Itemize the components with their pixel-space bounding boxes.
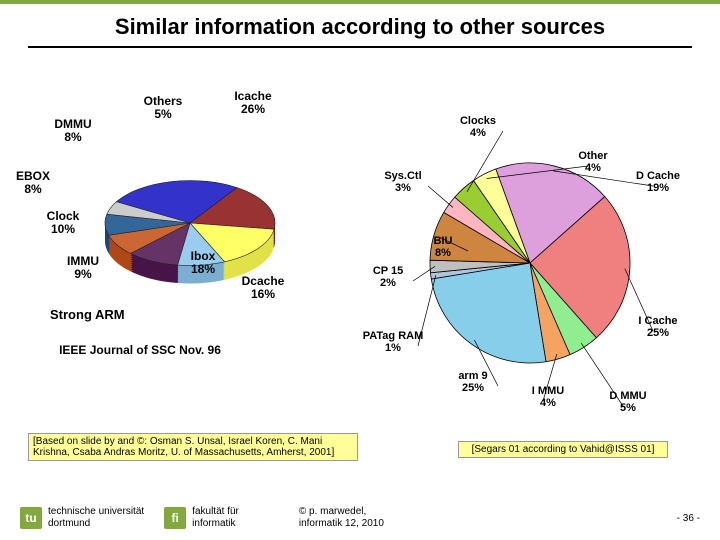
pie-slice-label: Other4% xyxy=(560,150,626,174)
fi-logo: fi xyxy=(164,507,186,529)
page-number: - 36 - xyxy=(677,513,700,524)
citation-left: [Based on slide by and ©: Osman S. Unsal… xyxy=(28,433,358,461)
pie-slice-label: D Cache19% xyxy=(625,170,691,194)
pie-slice-label: BIU8% xyxy=(410,235,476,259)
slide-title: Similar information according to other s… xyxy=(0,4,720,46)
pie-slice-label: Sys.Ctl3% xyxy=(370,170,436,194)
tu-text-2: dortmund xyxy=(48,518,144,530)
footer: tu technische universität dortmund fi fa… xyxy=(0,496,720,540)
content-area: Icache26%Ibox18%Dcache16%IMMU9%Clock10%E… xyxy=(0,48,720,478)
pie-slice-label: Clocks4% xyxy=(445,115,511,139)
copy-1: © p. marwedel, xyxy=(299,506,384,518)
fi-text-2: informatik xyxy=(192,518,239,530)
fi-text: fakultät für informatik xyxy=(192,506,239,530)
tu-text-1: technische universität xyxy=(48,506,144,518)
fi-text-1: fakultät für xyxy=(192,506,239,518)
copyright-text: © p. marwedel, informatik 12, 2010 xyxy=(299,506,384,530)
pie-slice-label: arm 925% xyxy=(440,370,506,394)
tu-logo: tu xyxy=(20,507,42,529)
pie-slice-label: CP 152% xyxy=(355,265,421,289)
tu-text: technische universität dortmund xyxy=(48,506,144,530)
pie-slice-label: D MMU5% xyxy=(595,390,661,414)
pie-slice-label: PATag RAM1% xyxy=(360,330,426,354)
pie-slice-label: I Cache25% xyxy=(625,315,691,339)
citation-right: [Segars 01 according to Vahid@ISSS 01] xyxy=(458,441,668,458)
pie-slice-label: I MMU4% xyxy=(515,385,581,409)
copy-2: informatik 12, 2010 xyxy=(299,518,384,530)
